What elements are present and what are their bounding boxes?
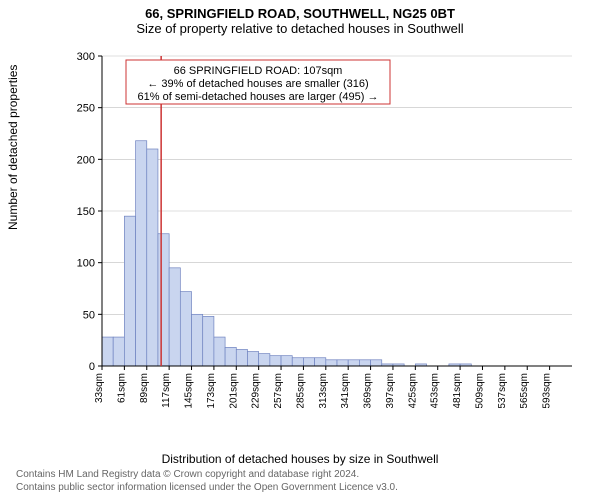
svg-text:397sqm: 397sqm — [385, 373, 396, 408]
svg-text:257sqm: 257sqm — [273, 373, 284, 408]
chart-area: 0 50 100 150 200 250 300 33sqm 61sqm 89sqm 117sqm 1… — [58, 48, 580, 408]
svg-text:341sqm: 341sqm — [340, 373, 351, 408]
svg-text:150: 150 — [77, 206, 95, 218]
svg-text:145sqm: 145sqm — [184, 373, 195, 408]
svg-text:50: 50 — [83, 309, 95, 321]
footer-line2: Contains public sector information licen… — [16, 482, 398, 495]
svg-text:← 39% of detached houses are s: ← 39% of detached houses are smaller (31… — [147, 78, 368, 90]
svg-text:509sqm: 509sqm — [475, 373, 486, 408]
svg-text:33sqm: 33sqm — [94, 373, 105, 403]
footer-attribution: Contains HM Land Registry data © Crown c… — [16, 469, 398, 494]
svg-text:117sqm: 117sqm — [161, 373, 172, 408]
svg-text:229sqm: 229sqm — [251, 373, 262, 408]
svg-text:481sqm: 481sqm — [452, 373, 463, 408]
x-axis-label: Distribution of detached houses by size … — [0, 452, 600, 466]
svg-text:453sqm: 453sqm — [430, 373, 441, 408]
svg-text:537sqm: 537sqm — [497, 373, 508, 408]
svg-text:593sqm: 593sqm — [542, 373, 553, 408]
svg-text:61sqm: 61sqm — [116, 373, 127, 403]
svg-text:0: 0 — [89, 361, 95, 373]
svg-text:89sqm: 89sqm — [139, 373, 150, 403]
svg-text:250: 250 — [77, 103, 95, 115]
chart-subtitle: Size of property relative to detached ho… — [0, 21, 600, 38]
svg-text:173sqm: 173sqm — [206, 373, 217, 408]
histogram-svg: 0 50 100 150 200 250 300 33sqm 61sqm 89sqm 117sqm 1… — [58, 48, 580, 408]
y-axis-label: Number of detached properties — [6, 65, 20, 230]
footer-line1: Contains HM Land Registry data © Crown c… — [16, 469, 398, 482]
page-title: 66, SPRINGFIELD ROAD, SOUTHWELL, NG25 0B… — [0, 0, 600, 21]
svg-text:565sqm: 565sqm — [519, 373, 530, 408]
svg-text:369sqm: 369sqm — [363, 373, 374, 408]
svg-text:66 SPRINGFIELD ROAD: 107sqm: 66 SPRINGFIELD ROAD: 107sqm — [174, 65, 343, 77]
svg-text:100: 100 — [77, 258, 95, 270]
svg-text:425sqm: 425sqm — [407, 373, 418, 408]
svg-text:285sqm: 285sqm — [295, 373, 306, 408]
svg-text:201sqm: 201sqm — [228, 373, 239, 408]
svg-text:300: 300 — [77, 51, 95, 63]
svg-text:61% of semi-detached houses ar: 61% of semi-detached houses are larger (… — [138, 91, 379, 103]
svg-text:200: 200 — [77, 154, 95, 166]
svg-text:313sqm: 313sqm — [318, 373, 329, 408]
chart-container: 66, SPRINGFIELD ROAD, SOUTHWELL, NG25 0B… — [0, 0, 600, 500]
